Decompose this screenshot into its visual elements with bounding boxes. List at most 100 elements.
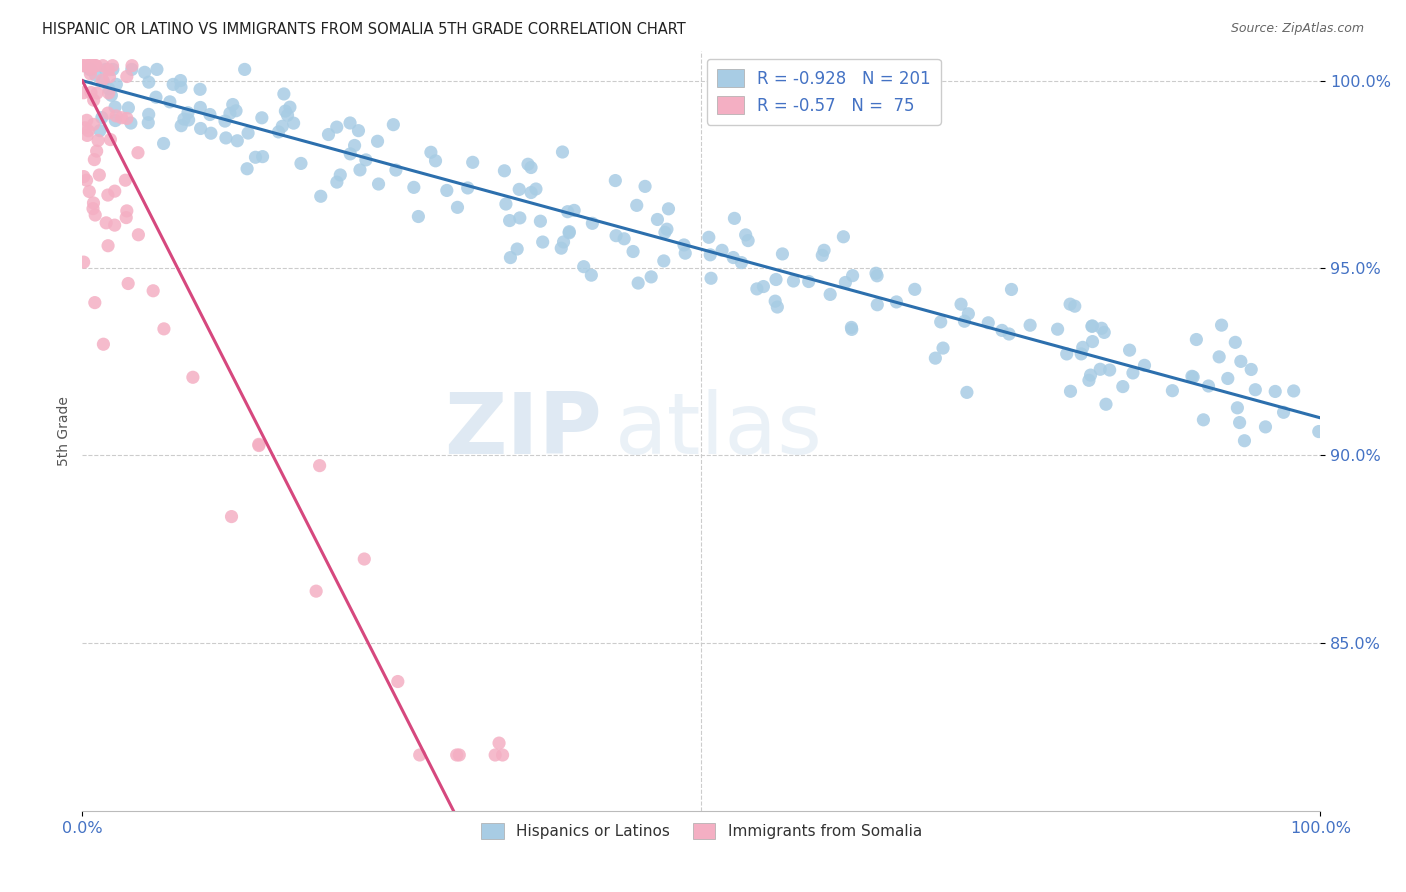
Point bbox=[1282, 384, 1305, 398]
Point bbox=[562, 203, 585, 218]
Point bbox=[153, 322, 176, 336]
Point bbox=[557, 204, 579, 219]
Point bbox=[657, 202, 679, 216]
Point bbox=[436, 184, 458, 198]
Point bbox=[177, 105, 200, 120]
Point bbox=[495, 197, 517, 211]
Point bbox=[640, 269, 662, 284]
Point bbox=[581, 268, 603, 282]
Point bbox=[957, 307, 980, 321]
Point bbox=[1090, 362, 1112, 376]
Point bbox=[1181, 369, 1204, 384]
Point bbox=[84, 59, 107, 73]
Point bbox=[347, 123, 370, 137]
Point bbox=[387, 674, 409, 689]
Point bbox=[127, 227, 149, 242]
Point bbox=[1272, 405, 1295, 419]
Point bbox=[797, 275, 820, 289]
Point bbox=[77, 59, 100, 73]
Point bbox=[86, 144, 108, 158]
Point bbox=[834, 276, 856, 290]
Point bbox=[353, 552, 375, 566]
Point bbox=[339, 116, 361, 130]
Point bbox=[1071, 340, 1094, 354]
Point bbox=[97, 238, 120, 252]
Point bbox=[190, 121, 212, 136]
Point bbox=[1264, 384, 1286, 399]
Point bbox=[723, 211, 745, 226]
Point bbox=[105, 109, 128, 123]
Point bbox=[104, 218, 127, 232]
Point bbox=[169, 73, 191, 87]
Point bbox=[752, 279, 775, 293]
Point bbox=[173, 112, 195, 127]
Point bbox=[1019, 318, 1042, 333]
Point bbox=[252, 150, 274, 164]
Point bbox=[110, 111, 132, 125]
Point bbox=[200, 126, 222, 140]
Text: Source: ZipAtlas.com: Source: ZipAtlas.com bbox=[1230, 22, 1364, 36]
Point bbox=[170, 80, 193, 95]
Point bbox=[626, 198, 648, 212]
Point bbox=[1133, 359, 1156, 373]
Point bbox=[96, 216, 118, 230]
Point bbox=[1244, 383, 1267, 397]
Point bbox=[520, 161, 543, 175]
Point bbox=[1230, 354, 1253, 368]
Point bbox=[1122, 366, 1144, 380]
Point bbox=[551, 145, 574, 159]
Point bbox=[1046, 322, 1069, 336]
Point bbox=[308, 458, 330, 473]
Point bbox=[349, 162, 371, 177]
Point bbox=[367, 134, 389, 148]
Point bbox=[77, 124, 100, 138]
Point bbox=[461, 155, 484, 169]
Point bbox=[613, 232, 636, 246]
Point bbox=[79, 185, 101, 199]
Point bbox=[841, 322, 863, 336]
Point bbox=[97, 188, 120, 202]
Point bbox=[177, 112, 200, 127]
Point bbox=[1185, 333, 1208, 347]
Point bbox=[531, 235, 554, 249]
Point bbox=[89, 123, 111, 137]
Point bbox=[79, 62, 101, 77]
Point bbox=[343, 138, 366, 153]
Point bbox=[1056, 347, 1078, 361]
Point bbox=[117, 277, 139, 291]
Point bbox=[329, 168, 352, 182]
Point bbox=[673, 246, 696, 260]
Point bbox=[647, 212, 669, 227]
Point bbox=[409, 747, 432, 762]
Point bbox=[1112, 379, 1135, 393]
Point bbox=[73, 120, 96, 135]
Point bbox=[499, 251, 522, 265]
Point bbox=[354, 153, 377, 167]
Text: HISPANIC OR LATINO VS IMMIGRANTS FROM SOMALIA 5TH GRADE CORRELATION CHART: HISPANIC OR LATINO VS IMMIGRANTS FROM SO… bbox=[42, 22, 686, 37]
Point bbox=[654, 226, 676, 240]
Point bbox=[127, 145, 149, 160]
Point bbox=[72, 59, 94, 73]
Point bbox=[104, 113, 127, 128]
Point bbox=[267, 125, 290, 139]
Point bbox=[222, 97, 245, 112]
Point bbox=[866, 298, 889, 312]
Point bbox=[832, 229, 855, 244]
Point bbox=[79, 62, 101, 77]
Point bbox=[276, 108, 298, 122]
Point bbox=[517, 157, 540, 171]
Point bbox=[449, 747, 471, 762]
Point bbox=[283, 116, 305, 130]
Point bbox=[419, 145, 441, 160]
Point bbox=[1161, 384, 1184, 398]
Point bbox=[655, 222, 678, 236]
Point bbox=[87, 133, 110, 147]
Point bbox=[813, 244, 835, 258]
Point bbox=[76, 173, 98, 187]
Point bbox=[1254, 420, 1277, 434]
Point bbox=[1308, 425, 1330, 439]
Point bbox=[225, 103, 247, 118]
Point bbox=[73, 169, 96, 184]
Point bbox=[273, 87, 295, 101]
Point bbox=[956, 385, 979, 400]
